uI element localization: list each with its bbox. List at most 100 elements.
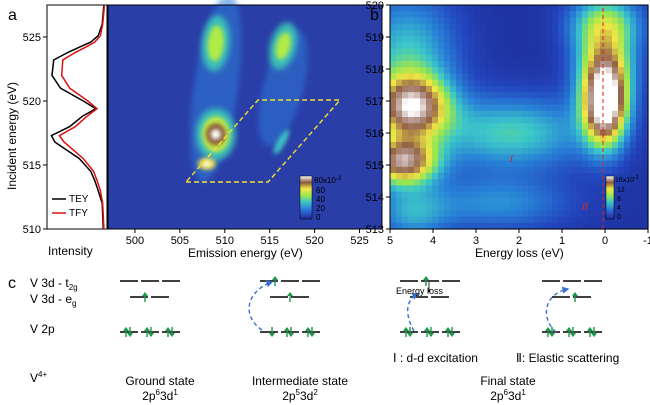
heat-cell [552,160,559,168]
heat-cell [552,110,559,118]
heat-cell [432,42,439,50]
heat-cell [540,166,547,174]
heat-cell [480,135,487,143]
heat-cell [642,135,649,143]
heat-cell [552,166,559,174]
heat-cell [546,67,553,75]
heat-cell [570,110,577,118]
legend-tey-label: TEY [69,194,89,205]
heat-cell [636,179,643,187]
heat-cell [432,154,439,162]
heat-cell [438,23,445,31]
panel-a-xticks: 500 505 510 515 520 525 [126,229,369,247]
heat-cell [510,61,517,68]
heat-cell [630,73,637,81]
heat-cell [600,17,607,25]
heat-cell [540,141,547,149]
heat-cell [408,141,415,149]
heat-cell [414,191,421,199]
heat-cell [510,204,517,211]
heat-cell [630,85,637,93]
heat-cell [594,173,601,180]
heat-cell [576,67,583,75]
heat-cell [552,23,559,31]
heat-cell [426,148,433,155]
heat-cell [474,98,481,106]
heat-cell [420,79,427,87]
heat-cell [642,11,649,19]
heat-cell [486,48,493,56]
heat-cell [522,67,529,75]
heat-cell [462,79,469,87]
heat-cell [408,216,415,224]
heat-cell [396,179,403,187]
heat-cell [522,191,529,199]
heat-cell [468,222,475,230]
heat-cell [612,79,619,87]
heat-cell [594,123,601,131]
heat-cell [576,17,583,25]
heat-cell [534,61,541,68]
ion-label: V4+ [30,370,47,385]
heat-cell [540,104,547,112]
heat-cell [438,11,445,19]
heat-cell [408,17,415,25]
heat-cell [612,185,619,193]
heat-cell [642,204,649,211]
heat-cell [576,141,583,149]
heat-cell [516,54,523,62]
heat-cell [480,104,487,112]
heat-cell [438,104,445,112]
heat-cell [600,179,607,187]
heat-cell [444,73,451,81]
heat-cell [486,160,493,168]
diagram-levels [120,276,602,337]
heat-cell [552,129,559,137]
heat-cell [612,67,619,75]
ytick-label: 525 [23,32,41,44]
heat-cell [582,210,589,218]
heat-cell [516,141,523,149]
heat-cell [558,11,565,19]
heat-cell [588,222,595,230]
heat-cell [474,129,481,137]
heat-cell [576,73,583,81]
heat-cell [552,222,559,230]
heat-cell [450,104,457,112]
heat-cell [456,129,463,137]
heat-cell [612,92,619,99]
heat-cell [600,185,607,193]
heat-cell [396,42,403,50]
heat-cell [564,123,571,131]
heat-cell [408,210,415,218]
heat-cell [396,216,403,224]
heat-cell [510,191,517,199]
heat-cell [594,48,601,56]
heat-cell [504,73,511,81]
heat-cell [576,110,583,118]
heat-cell [516,29,523,37]
heat-cell [600,197,607,205]
heat-cell [534,204,541,211]
heat-cell [390,154,397,162]
heat-cell [426,117,433,124]
heat-cell [642,85,649,93]
heat-cell [576,185,583,193]
heat-cell [468,210,475,218]
heat-cell [510,54,517,62]
heat-cell [618,204,625,211]
heat-cell [510,117,517,124]
heat-cell [624,23,631,31]
heat-cell [438,197,445,205]
electron-arrow-head [424,327,430,331]
heat-cell [618,123,625,131]
heat-cell [516,36,523,43]
heat-cell [438,61,445,68]
heat-cell [396,210,403,218]
heat-cell [468,123,475,131]
heat-cell [504,67,511,75]
heat-cell [390,210,397,218]
marker-II: II [582,201,588,213]
heat-cell [468,117,475,124]
heat-cell [612,11,619,19]
